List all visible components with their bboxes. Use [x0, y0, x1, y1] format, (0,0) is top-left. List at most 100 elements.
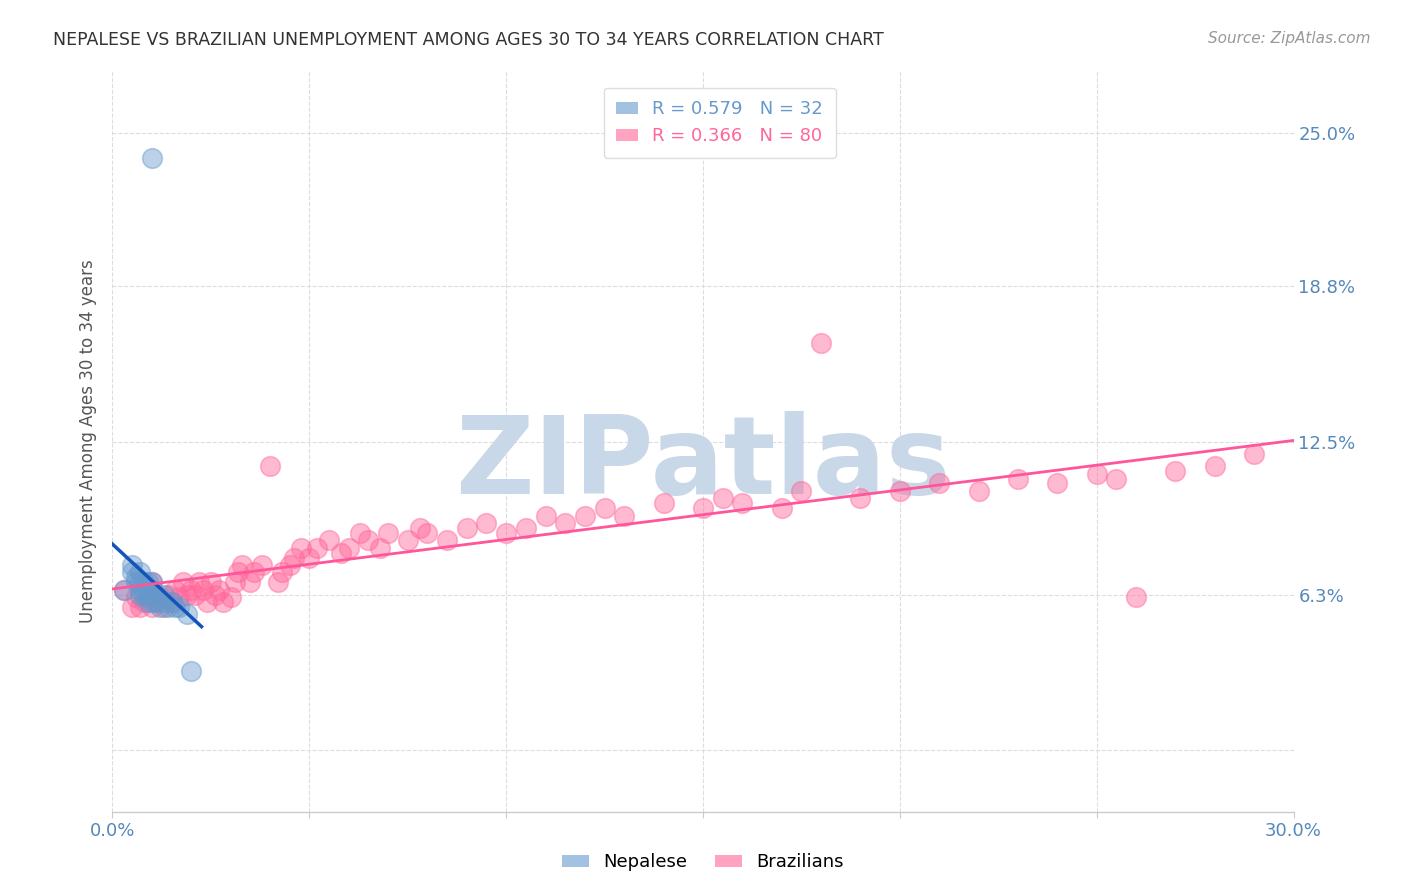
- Point: [141, 575, 163, 590]
- Point: [141, 595, 163, 609]
- Point: [692, 501, 714, 516]
- Point: [141, 151, 163, 165]
- Point: [270, 566, 292, 580]
- Point: [165, 582, 187, 597]
- Point: [396, 533, 419, 548]
- Point: [239, 575, 262, 590]
- Point: [149, 599, 172, 614]
- Point: [141, 582, 163, 597]
- Point: [145, 595, 167, 609]
- Point: [243, 566, 266, 580]
- Point: [1105, 472, 1128, 486]
- Y-axis label: Unemployment Among Ages 30 to 34 years: Unemployment Among Ages 30 to 34 years: [79, 260, 97, 624]
- Point: [176, 607, 198, 622]
- Point: [136, 575, 159, 590]
- Point: [337, 541, 360, 555]
- Point: [152, 599, 174, 614]
- Point: [136, 590, 159, 604]
- Point: [307, 541, 329, 555]
- Point: [456, 521, 478, 535]
- Point: [180, 664, 202, 678]
- Point: [188, 575, 211, 590]
- Point: [172, 575, 194, 590]
- Point: [290, 541, 312, 555]
- Point: [129, 582, 152, 597]
- Point: [156, 588, 179, 602]
- Point: [125, 575, 148, 590]
- Point: [121, 558, 143, 572]
- Point: [129, 566, 152, 580]
- Point: [165, 599, 187, 614]
- Point: [652, 496, 675, 510]
- Point: [156, 599, 179, 614]
- Point: [889, 483, 911, 498]
- Point: [160, 595, 183, 609]
- Point: [554, 516, 576, 530]
- Point: [112, 582, 135, 597]
- Point: [1243, 447, 1265, 461]
- Point: [152, 595, 174, 609]
- Point: [1125, 590, 1147, 604]
- Point: [228, 566, 250, 580]
- Point: [534, 508, 557, 523]
- Point: [121, 566, 143, 580]
- Point: [436, 533, 458, 548]
- Point: [377, 525, 399, 540]
- Point: [349, 525, 371, 540]
- Point: [283, 550, 305, 565]
- Point: [176, 588, 198, 602]
- Point: [136, 588, 159, 602]
- Point: [790, 483, 813, 498]
- Point: [731, 496, 754, 510]
- Text: NEPALESE VS BRAZILIAN UNEMPLOYMENT AMONG AGES 30 TO 34 YEARS CORRELATION CHART: NEPALESE VS BRAZILIAN UNEMPLOYMENT AMONG…: [53, 31, 884, 49]
- Point: [208, 582, 231, 597]
- Point: [495, 525, 517, 540]
- Point: [211, 595, 233, 609]
- Point: [1085, 467, 1108, 481]
- Point: [125, 570, 148, 584]
- Point: [593, 501, 616, 516]
- Point: [515, 521, 537, 535]
- Point: [145, 588, 167, 602]
- Point: [278, 558, 301, 572]
- Point: [849, 491, 872, 506]
- Point: [259, 459, 281, 474]
- Point: [711, 491, 734, 506]
- Point: [141, 588, 163, 602]
- Text: ZIPatlas: ZIPatlas: [456, 410, 950, 516]
- Point: [357, 533, 380, 548]
- Point: [129, 575, 152, 590]
- Point: [329, 546, 352, 560]
- Point: [141, 575, 163, 590]
- Point: [928, 476, 950, 491]
- Point: [125, 590, 148, 604]
- Point: [195, 595, 218, 609]
- Point: [267, 575, 290, 590]
- Point: [152, 588, 174, 602]
- Point: [1046, 476, 1069, 491]
- Point: [770, 501, 793, 516]
- Point: [613, 508, 636, 523]
- Point: [967, 483, 990, 498]
- Point: [219, 590, 242, 604]
- Point: [112, 582, 135, 597]
- Point: [298, 550, 321, 565]
- Point: [145, 595, 167, 609]
- Point: [1007, 472, 1029, 486]
- Point: [810, 335, 832, 350]
- Point: [1204, 459, 1226, 474]
- Point: [136, 582, 159, 597]
- Point: [204, 588, 226, 602]
- Point: [408, 521, 430, 535]
- Point: [231, 558, 253, 572]
- Point: [180, 582, 202, 597]
- Point: [416, 525, 439, 540]
- Point: [132, 595, 155, 609]
- Point: [169, 599, 191, 614]
- Point: [574, 508, 596, 523]
- Point: [191, 582, 214, 597]
- Point: [368, 541, 391, 555]
- Point: [121, 599, 143, 614]
- Point: [160, 595, 183, 609]
- Point: [132, 575, 155, 590]
